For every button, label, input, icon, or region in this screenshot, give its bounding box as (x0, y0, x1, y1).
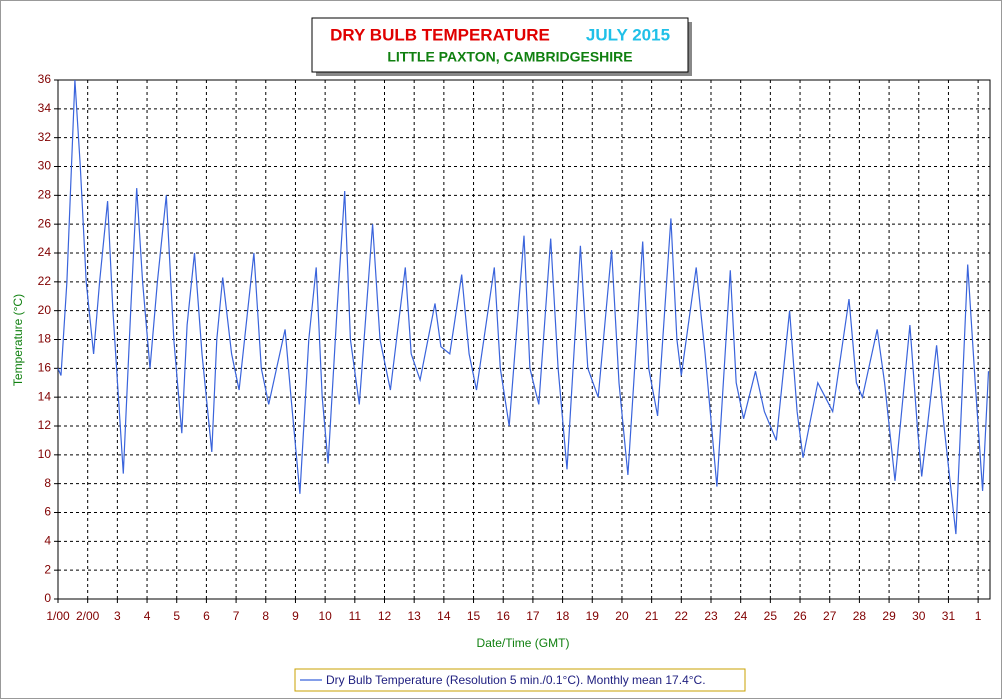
x-tick-label: 11 (349, 609, 362, 623)
x-tick-label: 29 (882, 609, 896, 623)
y-tick-label: 26 (38, 216, 52, 230)
y-tick-label: 20 (38, 303, 52, 317)
temperature-line (57, 79, 990, 535)
y-tick-label: 30 (38, 159, 52, 173)
x-axis-label: Date/Time (GMT) (477, 636, 570, 650)
x-tick-label: 12 (378, 609, 392, 623)
x-tick-label: 17 (526, 609, 540, 623)
x-tick-label: 15 (467, 609, 481, 623)
x-tick-label: 26 (793, 609, 807, 623)
chart-title: DRY BULB TEMPERATURE (330, 25, 550, 44)
x-tick-label: 24 (734, 609, 748, 623)
x-tick-label: 5 (173, 609, 180, 623)
y-tick-label: 6 (44, 505, 51, 519)
x-tick-label: 13 (407, 609, 421, 623)
x-tick-label: 4 (144, 609, 151, 623)
x-tick-label: 20 (615, 609, 629, 623)
y-axis-label: Temperature (°C) (11, 294, 25, 386)
y-tick-label: 18 (38, 332, 52, 346)
y-tick-label: 34 (38, 101, 52, 115)
y-tick-label: 14 (38, 389, 52, 403)
x-tick-label: 2/00 (76, 609, 100, 623)
y-tick-label: 28 (38, 188, 52, 202)
y-tick-label: 24 (38, 245, 52, 259)
x-tick-label: 27 (823, 609, 837, 623)
x-tick-label: 9 (292, 609, 299, 623)
y-tick-label: 8 (44, 476, 51, 490)
x-tick-label: 28 (853, 609, 867, 623)
x-tick-label: 8 (262, 609, 269, 623)
x-tick-label: 18 (556, 609, 570, 623)
y-tick-label: 12 (38, 418, 52, 432)
x-tick-label: 30 (912, 609, 926, 623)
y-tick-label: 16 (38, 361, 52, 375)
y-tick-label: 2 (44, 562, 51, 576)
y-tick-label: 4 (44, 534, 51, 548)
x-tick-label: 6 (203, 609, 210, 623)
x-tick-label: 10 (318, 609, 332, 623)
x-tick-label: 19 (586, 609, 600, 623)
y-tick-label: 32 (38, 130, 52, 144)
x-tick-label: 16 (497, 609, 511, 623)
x-tick-label: 1/00 (46, 609, 70, 623)
x-tick-label: 1 (975, 609, 982, 623)
y-tick-label: 22 (38, 274, 52, 288)
x-tick-label: 7 (233, 609, 240, 623)
y-tick-label: 10 (38, 447, 52, 461)
x-tick-label: 3 (114, 609, 121, 623)
title-box (311, 17, 689, 73)
chart-subtitle: LITTLE PAXTON, CAMBRIDGESHIRE (387, 49, 632, 65)
y-tick-label: 36 (38, 72, 52, 86)
x-tick-label: 22 (675, 609, 689, 623)
x-tick-label: 25 (764, 609, 778, 623)
y-tick-label: 0 (44, 591, 51, 605)
x-tick-label: 31 (942, 609, 956, 623)
chart-period: JULY 2015 (586, 25, 670, 44)
legend-box (294, 668, 746, 692)
x-tick-label: 23 (704, 609, 718, 623)
legend-label: Dry Bulb Temperature (Resolution 5 min./… (326, 673, 706, 687)
x-tick-label: 14 (437, 609, 451, 623)
x-tick-label: 21 (645, 609, 659, 623)
